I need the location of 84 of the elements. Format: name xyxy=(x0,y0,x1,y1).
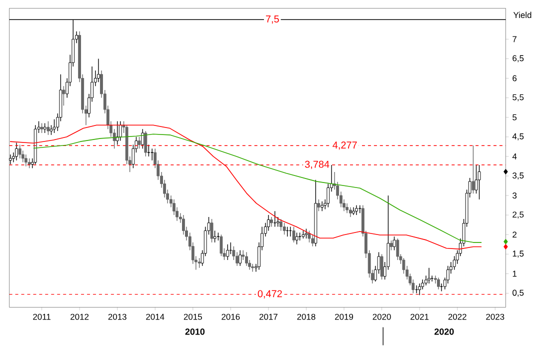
candlestick xyxy=(238,250,242,266)
candlestick xyxy=(24,154,28,167)
candlestick xyxy=(396,238,400,260)
x-tick-label: 2019 xyxy=(335,314,354,320)
y-axis-title: Yield xyxy=(513,12,532,18)
ref-line-label: 0,472 xyxy=(258,290,282,298)
candlestick xyxy=(392,236,396,251)
candlestick xyxy=(150,148,154,161)
candlestick xyxy=(478,164,481,200)
candlestick xyxy=(346,202,348,214)
candlestick xyxy=(96,58,100,83)
y-tick-label: 6 xyxy=(512,75,517,82)
ref-line-label: 4,277 xyxy=(332,141,357,150)
x-tick-label: 2013 xyxy=(108,314,126,320)
candlestick xyxy=(210,218,214,243)
candlestick xyxy=(418,283,422,296)
candlestick xyxy=(116,120,119,146)
x-tick-label: 2023 xyxy=(486,314,504,320)
x-tick-label: 2012 xyxy=(70,314,89,320)
y-tick-label: 2 xyxy=(512,232,516,238)
candlestick xyxy=(317,199,320,212)
y-tick-label: 4,5 xyxy=(512,133,524,140)
candlestick xyxy=(311,234,314,247)
candlestick xyxy=(226,244,230,260)
candlestick xyxy=(232,246,236,260)
candlestick xyxy=(279,218,282,232)
candlestick xyxy=(355,204,358,216)
candlestick xyxy=(402,258,406,274)
candlestick xyxy=(28,158,31,169)
candlestick xyxy=(15,142,18,161)
candlestick xyxy=(390,240,393,251)
candlestick xyxy=(320,201,324,212)
candlestick xyxy=(144,130,148,157)
x-tick-label: 2021 xyxy=(410,314,429,320)
candlestick xyxy=(304,228,308,239)
x-tick-label: 2017 xyxy=(259,314,278,320)
y-tick-label: 3 xyxy=(512,192,517,199)
candlestick xyxy=(8,154,12,165)
y-tick-label: 4 xyxy=(512,154,517,160)
y-tick-label: 6,5 xyxy=(512,55,524,62)
candlestick xyxy=(62,86,66,106)
candlestick xyxy=(40,122,44,134)
candlestick xyxy=(220,234,223,256)
x-tick-label: 2016 xyxy=(222,314,240,320)
candlestick xyxy=(472,145,475,194)
candlestick xyxy=(295,232,298,245)
x-tick-label: 2018 xyxy=(297,314,316,320)
x-tick-label: 2011 xyxy=(33,314,50,320)
candlestick xyxy=(138,136,141,149)
candlestick xyxy=(428,267,430,284)
y-tick-label: 7 xyxy=(512,36,516,42)
candlestick xyxy=(141,128,144,149)
y-tick-label: 1,5 xyxy=(512,250,524,258)
text: 2010 xyxy=(185,328,205,335)
candlestick xyxy=(380,254,384,280)
x-tick-label: 2020 xyxy=(372,314,391,320)
candlestick xyxy=(43,122,46,134)
candlestick xyxy=(292,226,296,243)
candlestick xyxy=(251,264,254,272)
ref-line-label: 3,784 xyxy=(304,160,330,169)
candlestick xyxy=(18,144,22,159)
y-tick-label: 5,5 xyxy=(512,94,524,102)
ref-line-label: 7,5 xyxy=(266,16,279,24)
x-tick-label: 2014 xyxy=(146,314,164,320)
x-tick-label: 2022 xyxy=(448,314,466,320)
candlestick xyxy=(118,120,122,142)
candlestick xyxy=(147,144,150,157)
text: 2020 xyxy=(434,328,454,335)
y-tick-label: 0,5 xyxy=(512,290,524,297)
y-tick-label: 5 xyxy=(512,114,517,120)
candlestick xyxy=(437,277,440,290)
candlestick xyxy=(348,206,352,218)
candlestick xyxy=(270,216,273,228)
candlestick xyxy=(213,230,216,243)
y-tick-label: 2,5 xyxy=(512,212,524,219)
candlestick xyxy=(282,222,286,235)
candlestick xyxy=(198,258,201,268)
candlestick xyxy=(245,252,248,266)
candlestick xyxy=(308,230,311,243)
candlestick xyxy=(46,120,50,136)
x-tick-label: 2015 xyxy=(184,314,202,320)
y-tick-label: 3,5 xyxy=(512,172,524,180)
candlestick xyxy=(352,206,355,216)
y-tick-label: 1 xyxy=(512,270,517,277)
